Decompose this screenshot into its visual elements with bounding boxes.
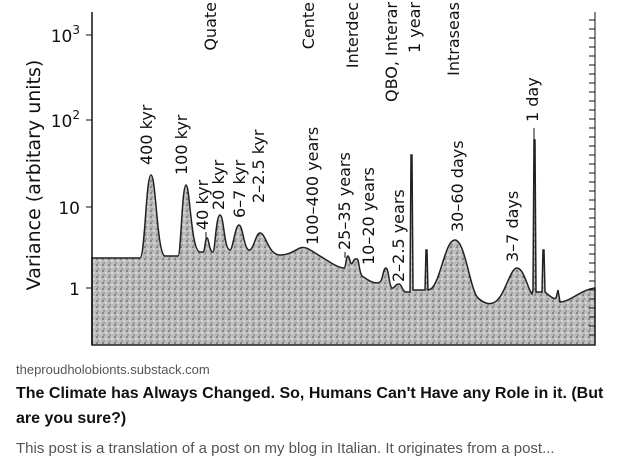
peak-label: 2–2.5 years <box>389 189 408 282</box>
period-label: QBO, Interar <box>382 2 401 102</box>
y-tick-label: 102 <box>51 108 80 132</box>
peak-label: 3–7 days <box>503 191 522 262</box>
peak-label: 400 kyr <box>137 104 156 165</box>
tick-base: 10 <box>51 27 73 47</box>
peak-label: 25–35 years <box>335 152 354 250</box>
period-label: Interdec <box>343 2 362 68</box>
link-description: This post is a translation of a post on … <box>16 440 555 457</box>
peak-label: 6–7 kyr <box>230 159 249 218</box>
y-tick-label: 103 <box>51 23 80 47</box>
peak-label: 2–2.5 kyr <box>249 129 268 203</box>
link-title[interactable]: The Climate has Always Changed. So, Huma… <box>16 385 604 427</box>
y-tick-label: 1 <box>69 280 80 300</box>
peak-label: 30–60 days <box>448 140 467 232</box>
peak-label: 100 kyr <box>172 114 191 175</box>
link-domain: theproudholobionts.substack.com <box>16 362 210 377</box>
period-label: Cente <box>299 2 318 49</box>
peak-label: 1 day <box>523 77 542 122</box>
peak-label: 100–400 years <box>303 127 322 245</box>
spectrum <box>91 139 596 346</box>
y-tick-label: 10 <box>58 199 80 219</box>
y-axis-label: Variance (arbitary units) <box>23 60 45 291</box>
tick-exponent: 3 <box>72 23 80 37</box>
peak-label: 40 kyr <box>193 179 212 230</box>
tick-exponent: 2 <box>72 108 80 122</box>
period-label: Intraseas <box>444 2 463 76</box>
period-label: 1 year <box>405 2 424 53</box>
preview-image: Variance (arbitary units) 103102101Quate… <box>23 1 596 346</box>
period-label: Quate <box>201 2 220 51</box>
tick-base: 1 <box>69 280 80 300</box>
peak-label: 10–20 years <box>359 167 378 265</box>
tick-base: 10 <box>58 199 80 219</box>
peak-label: 20 kyr <box>209 159 228 210</box>
tick-base: 10 <box>51 112 73 132</box>
